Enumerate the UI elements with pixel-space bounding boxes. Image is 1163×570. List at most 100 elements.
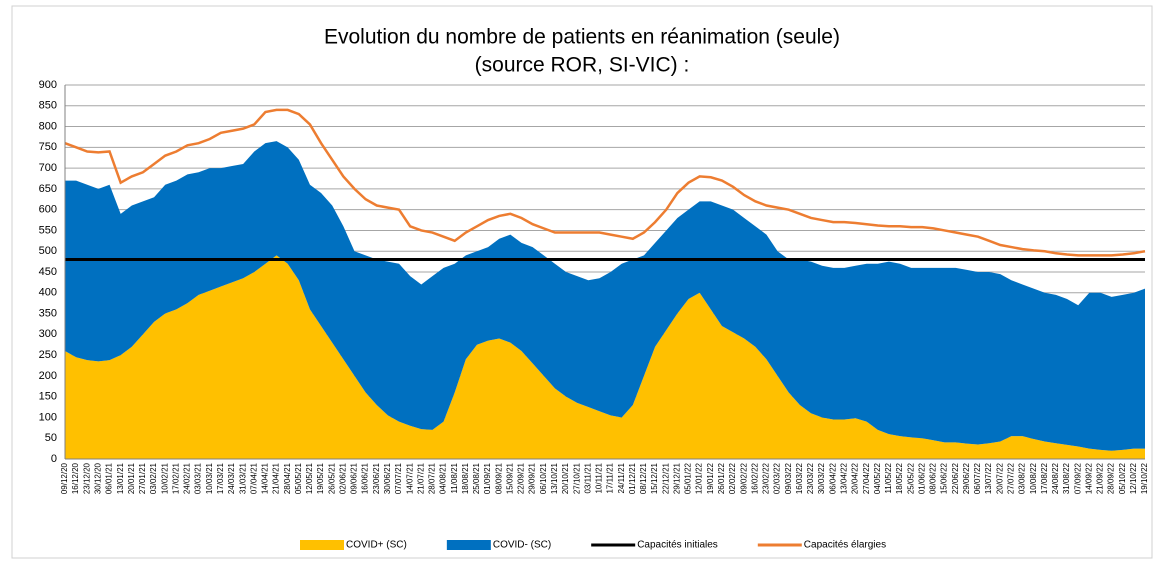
x-tick-label: 18/05/22 <box>895 462 904 494</box>
x-tick-label: 06/07/22 <box>973 462 982 494</box>
x-tick-label: 10/02/21 <box>160 462 169 494</box>
legend-label: Capacités initiales <box>637 540 718 551</box>
x-tick-label: 15/06/22 <box>940 462 949 494</box>
x-tick-label: 15/12/21 <box>650 462 659 494</box>
x-tick-label: 03/03/21 <box>194 462 203 494</box>
x-tick-label: 08/06/22 <box>929 462 938 494</box>
y-tick-label: 700 <box>39 162 57 174</box>
x-tick-label: 30/12/20 <box>94 462 103 494</box>
x-tick-label: 04/05/22 <box>873 462 882 494</box>
x-tick-label: 16/12/20 <box>71 462 80 494</box>
x-tick-label: 19/01/22 <box>706 462 715 494</box>
y-tick-label: 300 <box>39 328 57 340</box>
y-tick-label: 400 <box>39 287 57 299</box>
x-tick-label: 05/05/21 <box>294 462 303 494</box>
x-tick-label: 22/06/22 <box>951 462 960 494</box>
x-tick-label: 02/06/21 <box>338 462 347 494</box>
legend-swatch <box>446 540 491 550</box>
x-tick-label: 09/03/22 <box>784 462 793 494</box>
x-tick-label: 30/03/22 <box>817 462 826 494</box>
y-tick-label: 350 <box>39 307 57 319</box>
x-tick-label: 05/01/22 <box>684 462 693 494</box>
x-tick-label: 31/08/22 <box>1062 462 1071 494</box>
x-tick-label: 06/10/21 <box>539 462 548 494</box>
x-tick-label: 11/08/21 <box>450 462 459 493</box>
y-tick-label: 450 <box>39 266 57 278</box>
x-tick-label: 27/07/22 <box>1007 462 1016 494</box>
y-tick-label: 50 <box>45 432 57 444</box>
y-tick-label: 150 <box>39 391 57 403</box>
x-tick-label: 16/03/22 <box>795 462 804 494</box>
x-tick-label: 27/04/22 <box>862 462 871 494</box>
x-tick-label: 12/01/22 <box>695 462 704 494</box>
x-tick-label: 19/05/21 <box>316 462 325 494</box>
x-tick-label: 17/08/22 <box>1040 462 1049 494</box>
x-tick-label: 01/06/22 <box>917 462 926 494</box>
x-tick-label: 24/03/21 <box>227 462 236 494</box>
x-tick-label: 25/08/21 <box>472 462 481 494</box>
x-tick-label: 12/10/22 <box>1129 462 1138 494</box>
x-tick-label: 01/09/21 <box>483 462 492 494</box>
x-tick-label: 13/10/21 <box>550 462 559 494</box>
x-tick-label: 13/01/21 <box>116 462 125 494</box>
x-tick-label: 14/07/21 <box>405 462 414 494</box>
legend-label: COVID- (SC) <box>493 540 551 551</box>
x-tick-label: 24/11/21 <box>617 462 626 493</box>
x-tick-label: 06/01/21 <box>105 462 114 494</box>
x-tick-label: 30/06/21 <box>383 462 392 494</box>
legend-label: COVID+ (SC) <box>346 540 407 551</box>
x-tick-label: 28/07/21 <box>428 462 437 494</box>
x-tick-label: 03/02/21 <box>149 462 158 494</box>
x-tick-label: 22/12/21 <box>661 462 670 494</box>
x-tick-label: 20/07/22 <box>995 462 1004 494</box>
x-tick-label: 20/01/21 <box>127 462 136 494</box>
y-tick-label: 750 <box>39 141 57 153</box>
x-tick-label: 13/04/22 <box>839 462 848 494</box>
x-tick-label: 07/09/22 <box>1073 462 1082 494</box>
x-tick-label: 26/05/21 <box>327 462 336 494</box>
y-tick-label: 500 <box>39 245 57 257</box>
line <box>64 108 1146 257</box>
x-tick-label: 28/09/22 <box>1107 462 1116 494</box>
y-tick-label: 800 <box>39 120 57 132</box>
x-tick-label: 02/02/22 <box>728 462 737 494</box>
x-tick-label: 03/11/21 <box>583 462 592 493</box>
x-tick-label: 27/01/21 <box>138 462 147 494</box>
x-tick-label: 07/07/21 <box>394 462 403 494</box>
x-tick-label: 17/03/21 <box>216 462 225 494</box>
x-tick-label: 20/10/21 <box>561 462 570 494</box>
x-tick-label: 21/09/22 <box>1096 462 1105 494</box>
x-tick-label: 02/03/22 <box>773 462 782 494</box>
x-tick-label: 16/06/21 <box>361 462 370 494</box>
x-tick-label: 21/07/21 <box>416 462 425 494</box>
x-tick-label: 06/04/22 <box>828 462 837 494</box>
area <box>65 255 1145 459</box>
y-tick-label: 600 <box>39 204 57 216</box>
x-tick-label: 03/08/22 <box>1018 462 1027 494</box>
x-tick-label: 16/02/22 <box>750 462 759 494</box>
x-tick-label: 24/02/21 <box>183 462 192 494</box>
x-tick-label: 21/04/21 <box>272 462 281 494</box>
y-tick-label: 200 <box>39 370 57 382</box>
area <box>65 141 1145 451</box>
chart-subtitle: (source ROR, SI-VIC) : <box>475 54 690 77</box>
x-tick-label: 29/06/22 <box>962 462 971 494</box>
x-tick-label: 10/08/22 <box>1029 462 1038 494</box>
x-tick-label: 01/12/21 <box>628 462 637 494</box>
x-tick-label: 08/12/21 <box>639 462 648 494</box>
x-tick-label: 04/08/21 <box>439 462 448 494</box>
x-tick-label: 29/09/21 <box>528 462 537 494</box>
x-tick-label: 17/02/21 <box>171 462 180 494</box>
x-tick-label: 09/06/21 <box>350 462 359 494</box>
y-tick-label: 900 <box>39 79 57 91</box>
x-tick-label: 14/09/22 <box>1084 462 1093 494</box>
x-tick-label: 09/02/22 <box>739 462 748 494</box>
y-tick-label: 100 <box>39 411 57 423</box>
x-tick-label: 07/04/21 <box>249 462 258 494</box>
x-tick-label: 08/09/21 <box>494 462 503 494</box>
x-tick-label: 28/04/21 <box>283 462 292 494</box>
x-tick-label: 10/03/21 <box>205 462 214 494</box>
chart-title: Evolution du nombre de patients en réani… <box>324 26 840 49</box>
x-tick-label: 09/12/20 <box>60 462 69 494</box>
